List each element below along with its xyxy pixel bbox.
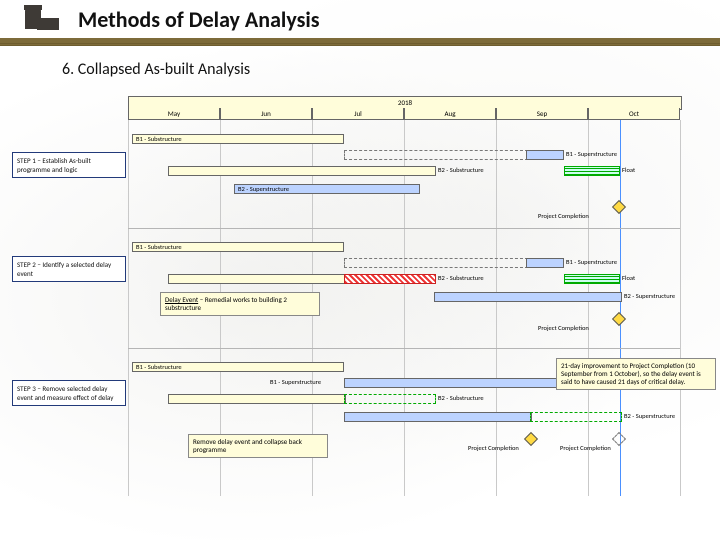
gridline <box>588 120 589 496</box>
bar-b2-sup: B2 - Superstructure <box>234 184 420 194</box>
bar-b1-sup: B1 - Superstructure <box>526 258 564 268</box>
milestone-label: Project Completion <box>560 444 611 452</box>
bar-b2-sup: B2 - Superstructure <box>434 292 622 302</box>
header-rule <box>0 38 720 46</box>
gridline <box>496 120 497 496</box>
bar-b1-sub: B1 - Substructure <box>132 242 344 252</box>
month-cell: Sep <box>496 108 588 120</box>
gridline <box>128 120 129 496</box>
bar-b2-sup-ghost: B2 - Superstructure <box>530 412 622 422</box>
milestone-pc-new <box>524 432 538 446</box>
milestone-label: Project Completion <box>468 444 519 452</box>
bar-removed-delay: B2 - Substructure <box>344 394 436 404</box>
month-cell: Aug <box>404 108 496 120</box>
bar-b2-sub <box>168 394 346 404</box>
remove-note: Remove delay event and collapse back pro… <box>188 434 328 458</box>
step1-box: STEP 1 – Establish As-built programme an… <box>12 152 126 178</box>
month-cell: May <box>128 108 220 120</box>
bar-b2-sub: B2 - Substructure <box>168 166 436 176</box>
bar-b2-sub <box>168 274 346 284</box>
bar-b1-sup: B1 - Superstructure <box>526 150 564 160</box>
milestone-pc <box>612 312 626 326</box>
bar-b1-sup-slack <box>344 150 528 160</box>
bar-b1-sub: B1 - Substructure <box>132 362 344 372</box>
step2-box: STEP 2 – Identify a selected delay event <box>12 256 126 282</box>
month-header: May Jun Jul Aug Sep Oct <box>128 108 680 120</box>
bar-float: Float <box>564 274 620 284</box>
gridline <box>404 120 405 496</box>
month-cell: Oct <box>588 108 680 120</box>
logo-icon <box>22 4 60 34</box>
milestone-pc-old <box>612 432 626 446</box>
section-title: 6. Collapsed As-built Analysis <box>62 60 250 79</box>
bar-delay-event: B2 - Substructure <box>344 274 436 284</box>
milestone-label: Project Completion <box>538 324 589 332</box>
improvement-note: 21-day improvement to Project Completion… <box>556 358 716 390</box>
month-cell: Jun <box>220 108 312 120</box>
gridline <box>680 120 681 496</box>
milestone-pc <box>612 200 626 214</box>
delay-event-note: Delay Event – Delay Event – Remedial wor… <box>160 292 320 316</box>
gantt-chart: 2018 May Jun Jul Aug Sep Oct B1 - Substr… <box>128 96 680 498</box>
milestone-label: Project Completion <box>538 212 589 220</box>
month-cell: Jul <box>312 108 404 120</box>
bar-float: Float <box>564 166 620 176</box>
section-divider <box>128 228 680 229</box>
bar-b1-sub: B1 - Substructure <box>132 134 344 144</box>
bar-b1-sup-slack <box>344 258 528 268</box>
section-divider <box>128 348 680 349</box>
bar-b2-sup <box>344 412 532 422</box>
bar-b1-sup: B1 - Superstructure <box>344 378 564 388</box>
page-title: Methods of Delay Analysis <box>78 6 320 33</box>
step3-box: STEP 3 – Remove selected delay event and… <box>12 380 126 406</box>
